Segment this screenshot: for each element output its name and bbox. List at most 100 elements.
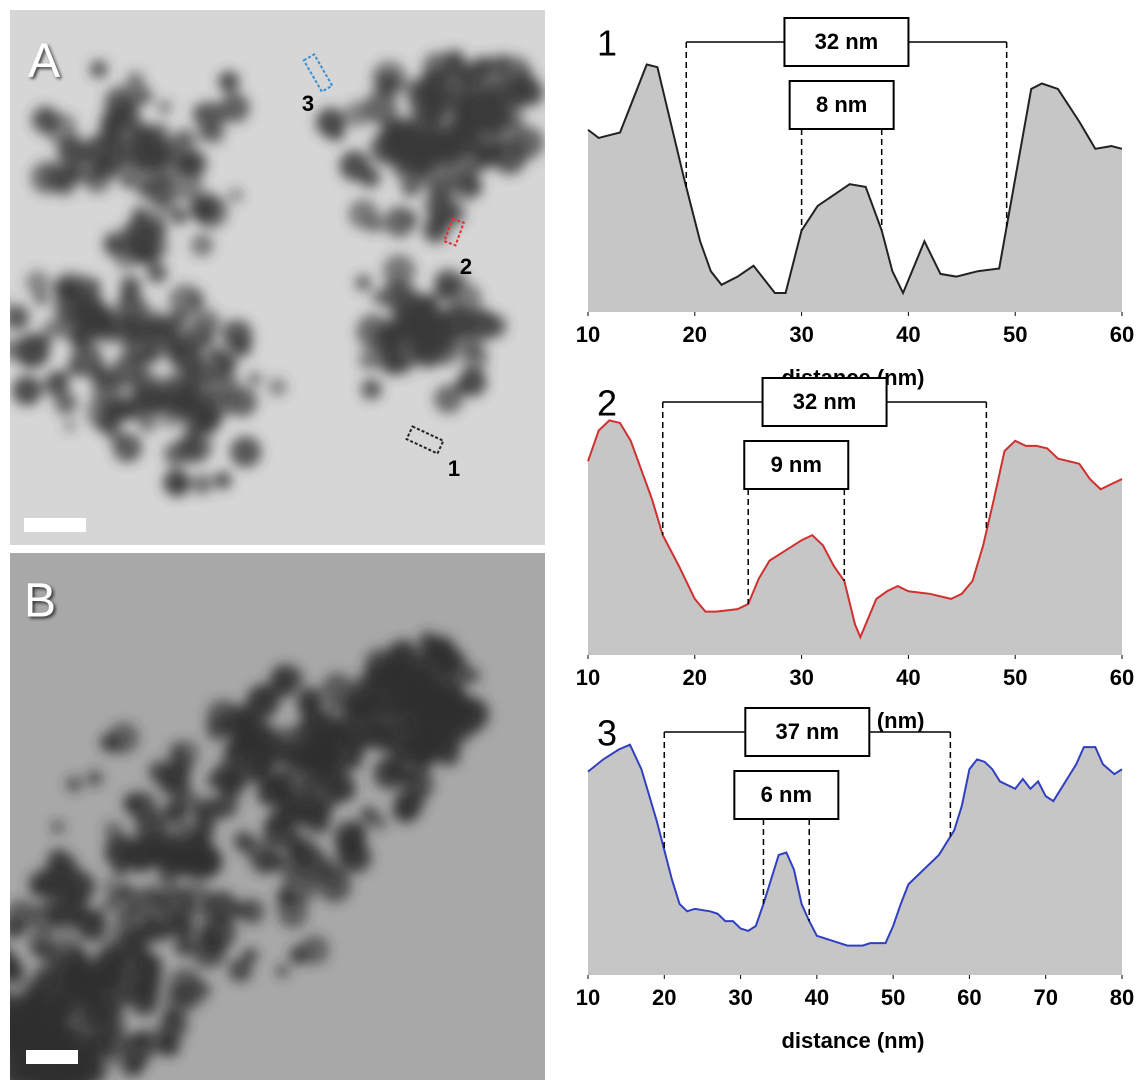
particle — [479, 99, 504, 124]
particle — [157, 100, 172, 115]
x-tick-label: 30 — [728, 985, 752, 1010]
particles — [0, 49, 545, 497]
x-tick-label: 10 — [576, 322, 600, 347]
annotation-label: 6 nm — [761, 782, 812, 807]
particle — [321, 672, 354, 705]
particle — [174, 920, 197, 943]
particle — [180, 833, 216, 870]
particle — [146, 262, 168, 284]
particle — [190, 403, 220, 432]
particle — [99, 734, 115, 751]
particle — [297, 686, 323, 712]
particle — [512, 90, 529, 108]
particle — [133, 178, 154, 199]
x-tick-label: 30 — [789, 322, 813, 347]
particle — [363, 90, 398, 125]
particle — [457, 367, 487, 397]
label-box — [788, 80, 895, 130]
particle — [246, 838, 279, 870]
particle — [49, 937, 85, 973]
particle — [221, 319, 253, 351]
region-box — [405, 425, 445, 455]
particle — [433, 384, 463, 414]
particle — [0, 295, 5, 309]
particle — [177, 427, 214, 464]
particle — [119, 153, 141, 175]
particle — [218, 71, 240, 93]
particle — [275, 964, 289, 978]
particle — [174, 310, 188, 324]
particle — [10, 1016, 11, 1024]
particle — [263, 814, 298, 848]
particle — [31, 106, 60, 134]
particle — [149, 122, 170, 143]
particle — [89, 60, 108, 78]
particle — [166, 474, 190, 497]
particle — [277, 897, 308, 929]
particle — [10, 1028, 28, 1055]
particle — [115, 292, 149, 327]
particle — [412, 93, 445, 126]
particle — [334, 780, 356, 802]
particle — [339, 150, 370, 182]
particle — [228, 958, 253, 983]
x-tick-label: 40 — [896, 322, 920, 347]
particle — [126, 888, 156, 919]
particle — [464, 702, 480, 718]
particle — [127, 234, 156, 264]
particle — [10, 1045, 15, 1057]
particle — [242, 947, 258, 963]
x-tick-label: 50 — [1003, 665, 1027, 690]
particle — [91, 365, 106, 380]
particle — [108, 320, 124, 335]
particle — [93, 1003, 126, 1037]
particle — [356, 313, 392, 349]
annotation-label: 9 nm — [771, 452, 822, 477]
particle — [425, 713, 460, 748]
particle — [364, 648, 396, 680]
annotation-label: 32 nm — [793, 389, 857, 414]
particle — [135, 87, 153, 105]
particle — [152, 138, 182, 168]
label-box — [743, 440, 850, 490]
particle — [101, 895, 119, 912]
particle — [469, 145, 484, 160]
profile-line — [587, 419, 1123, 640]
particle — [397, 356, 416, 374]
scale-bar — [24, 518, 86, 532]
particle — [196, 810, 209, 824]
particle — [383, 206, 416, 238]
particle — [72, 909, 91, 929]
particle — [81, 1060, 109, 1080]
particle — [0, 1051, 9, 1084]
particle — [359, 719, 387, 747]
panel-number: 2 — [597, 383, 617, 424]
particle — [126, 121, 155, 150]
particle — [12, 375, 43, 406]
particle — [43, 371, 70, 397]
particle — [226, 386, 258, 417]
particle — [244, 755, 272, 783]
particle — [63, 419, 76, 432]
particle — [95, 407, 124, 435]
particle — [205, 940, 221, 957]
particle — [10, 899, 38, 933]
particle — [315, 768, 332, 785]
particle — [466, 342, 482, 358]
particle — [438, 650, 455, 668]
particle — [273, 725, 294, 745]
panel-label: A — [28, 35, 60, 88]
particle — [168, 338, 204, 374]
particle — [173, 739, 200, 767]
particle — [16, 990, 50, 1024]
particle — [158, 195, 178, 215]
particle — [44, 890, 80, 926]
particle — [177, 787, 197, 807]
particle — [30, 160, 64, 195]
particle — [159, 885, 194, 920]
particle — [123, 792, 145, 814]
particle — [56, 1020, 72, 1036]
annotation-label: 32 nm — [815, 29, 879, 54]
particle — [511, 126, 545, 160]
particle — [34, 943, 51, 960]
